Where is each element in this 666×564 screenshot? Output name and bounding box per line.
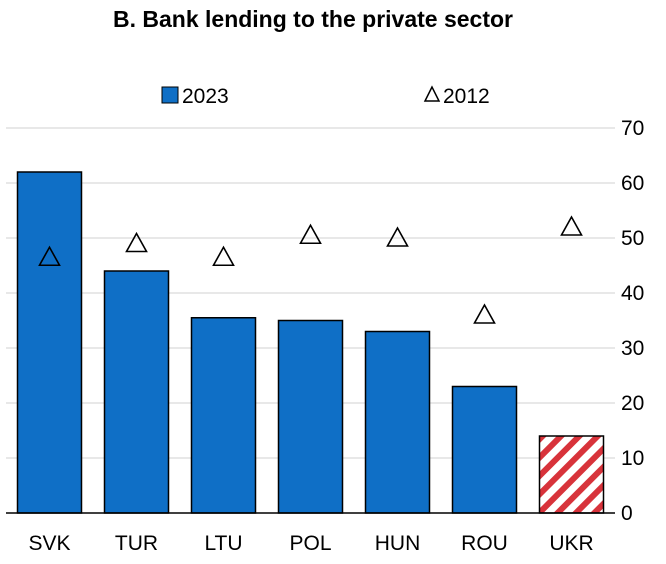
x-tick-label: HUN <box>375 532 421 555</box>
bar-ukr <box>538 435 605 514</box>
legend: 2023 2012 <box>161 85 490 108</box>
y-tick-label: 30 <box>621 337 644 360</box>
x-tick-label: LTU <box>204 532 242 555</box>
y-tick-label: 10 <box>621 447 644 470</box>
x-tick-label: POL <box>289 532 331 555</box>
y-tick-label: 0 <box>621 502 633 525</box>
marker-2012-svk <box>38 245 61 267</box>
y-axis-ticks: 0 10 20 30 40 50 60 70 <box>621 117 644 525</box>
bar-hun <box>364 330 431 514</box>
y-tick-label: 50 <box>621 227 644 250</box>
x-tick-label: UKR <box>549 532 593 555</box>
marker-2012-tur <box>125 231 148 253</box>
legend-marker-2012 <box>423 85 441 102</box>
bar-tur <box>103 270 170 514</box>
y-tick-label: 60 <box>621 172 644 195</box>
x-axis-ticks: SVK TUR LTU POL HUN ROU UKR <box>28 532 593 555</box>
legend-swatch-2023 <box>161 86 179 104</box>
y-tick-label: 20 <box>621 392 644 415</box>
bar-pol <box>277 319 344 514</box>
bars <box>16 171 605 514</box>
bar-svk <box>16 171 83 514</box>
markers <box>38 215 583 324</box>
marker-2012-pol <box>299 223 322 245</box>
legend-label-2023: 2023 <box>182 85 229 108</box>
x-tick-label: SVK <box>28 532 70 555</box>
marker-2012-ukr <box>560 215 583 236</box>
marker-2012-ltu <box>212 245 235 267</box>
x-tick-label: ROU <box>461 532 508 555</box>
marker-2012-rou <box>473 303 496 324</box>
chart-title: B. Bank lending to the private sector <box>113 6 513 32</box>
marker-2012-hun <box>386 226 409 247</box>
legend-label-2012: 2012 <box>443 85 490 108</box>
y-tick-label: 40 <box>621 282 644 305</box>
x-tick-label: TUR <box>115 532 158 555</box>
y-tick-label: 70 <box>621 117 644 140</box>
bar-rou <box>451 385 518 514</box>
bar-ltu <box>190 317 257 514</box>
